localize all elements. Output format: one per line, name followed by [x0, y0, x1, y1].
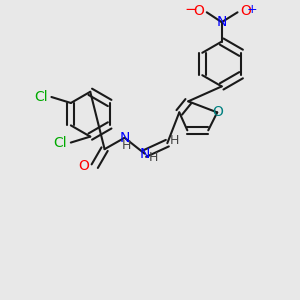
- Text: H: H: [148, 151, 158, 164]
- Text: O: O: [212, 105, 223, 119]
- Text: −: −: [184, 2, 197, 17]
- Text: O: O: [193, 4, 204, 18]
- Text: Cl: Cl: [54, 136, 67, 150]
- Text: Cl: Cl: [34, 90, 48, 104]
- Text: H: H: [122, 139, 131, 152]
- Text: O: O: [79, 159, 89, 173]
- Text: N: N: [119, 131, 130, 145]
- Text: N: N: [140, 147, 150, 160]
- Text: +: +: [247, 3, 258, 16]
- Text: O: O: [241, 4, 251, 18]
- Text: N: N: [217, 15, 227, 29]
- Text: H: H: [170, 134, 179, 147]
